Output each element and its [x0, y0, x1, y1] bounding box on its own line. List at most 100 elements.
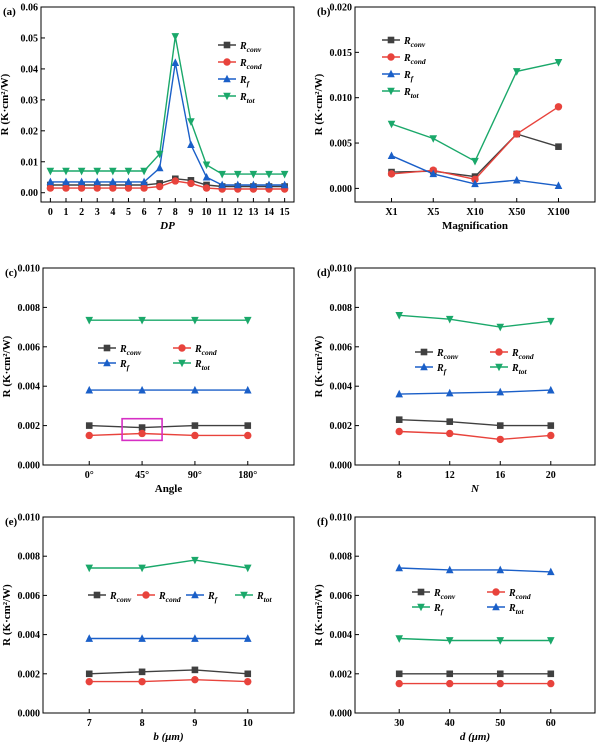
y-axis-label: R (K·cm²/W) [1, 584, 13, 646]
x-tick-label: X1 [385, 207, 397, 218]
data-point-tot [554, 59, 563, 67]
y-tick-label: 0.002 [330, 669, 353, 680]
data-point-f [496, 637, 505, 645]
data-point-cond [85, 677, 93, 686]
data-point-tot [243, 564, 252, 573]
y-tick-label: 0.004 [18, 382, 41, 393]
data-point-f [233, 180, 242, 189]
legend-label-cond: Rcond [158, 591, 181, 604]
y-tick-label: 0.015 [330, 48, 353, 59]
legend-label-cond: Rcond [508, 588, 531, 601]
x-tick-label: 9 [188, 207, 193, 218]
data-point-cond [187, 179, 195, 188]
series-line-tot [391, 61, 559, 163]
panel-label: (e) [5, 516, 18, 528]
legend-marker-f [387, 69, 395, 78]
data-point-cond [496, 679, 504, 688]
series-line-f [399, 637, 551, 642]
legend: Rconv Rcond Rf Rtot [415, 348, 534, 376]
y-axis-label: R (K·cm²/W) [313, 584, 325, 646]
data-point-cond [395, 679, 403, 688]
data-point-f [171, 58, 180, 67]
data-point-f [140, 177, 148, 186]
data-point-tot [546, 567, 555, 576]
x-tick-label: 10 [202, 207, 212, 218]
data-point-tot [93, 167, 102, 176]
legend-marker-conv [420, 348, 428, 356]
data-point-f [187, 140, 195, 149]
legend-label-f: Rf [119, 359, 131, 372]
data-point-tot [429, 135, 438, 143]
data-point-f [265, 180, 273, 189]
data-point-f [85, 634, 94, 642]
data-point-conv [446, 670, 454, 678]
series-line-tot [399, 314, 551, 328]
data-point-tot [171, 33, 180, 41]
legend-label-cond: Rcond [511, 348, 534, 361]
x-tick-label: 0° [85, 470, 94, 481]
panel-label: (c) [5, 267, 18, 279]
y-tick-label: 0.010 [18, 264, 41, 275]
y-axis-label: R (K·cm²/W) [0, 73, 11, 135]
data-point-f [249, 180, 258, 189]
y-tick-label: 0.006 [18, 342, 41, 353]
data-point-f [155, 163, 164, 172]
legend-label-tot: Rtot [194, 359, 211, 372]
plot-frame [354, 267, 596, 466]
y-tick-label: 0.002 [18, 421, 41, 432]
y-tick-label: 0.000 [18, 709, 41, 720]
data-point-tot [280, 170, 289, 179]
legend-marker-conv [387, 36, 395, 44]
data-point-f [546, 385, 555, 394]
legend-label-f: Rf [207, 591, 219, 604]
series-line-cond [89, 678, 248, 683]
x-tick-label: 2 [79, 207, 84, 218]
data-point-cond [77, 184, 86, 192]
series-line-f [50, 62, 285, 186]
x-tick-label: 14 [264, 207, 274, 218]
plot-frame [42, 267, 295, 466]
x-tick-label: X10 [466, 207, 483, 218]
panel-e: (e) 0.000 0.002 0.004 0.006 0.008 0.010 7 8 9 10 b … [1, 513, 295, 742]
data-point-f [77, 177, 86, 186]
x-tick-label: 8 [140, 718, 145, 729]
data-point-conv [244, 670, 252, 678]
data-point-f [124, 177, 133, 186]
x-tick-label: 15 [280, 207, 290, 218]
y-tick-label: 0.04 [21, 64, 39, 75]
x-tick-label: 12 [233, 207, 243, 218]
data-point-tot [140, 167, 148, 176]
y-tick-label: 0.006 [330, 591, 353, 602]
data-point-tot [109, 167, 117, 176]
data-point-cond [395, 427, 403, 436]
panel-label: (b) [317, 6, 331, 18]
y-tick-label: 0.008 [330, 303, 353, 314]
data-point-f [512, 175, 521, 184]
panel-label: (d) [317, 267, 331, 279]
x-axis-label: b (μm) [153, 731, 183, 742]
y-tick-label: 0.010 [330, 513, 353, 524]
series-line-cond [89, 432, 248, 437]
data-point-cond [547, 431, 555, 440]
legend-marker-cond [387, 53, 395, 61]
data-point-cond [471, 175, 479, 184]
legend: Rconv Rcond Rf Rtot [382, 36, 426, 100]
x-tick-label: 1 [63, 207, 68, 218]
legend-label-tot: Rtot [511, 363, 528, 376]
y-tick-label: 0.02 [21, 126, 39, 137]
series-line-tot [89, 559, 248, 569]
data-point-tot [218, 170, 226, 179]
data-point-cond [191, 431, 199, 440]
data-point-cond [244, 677, 252, 686]
legend-marker-f [103, 358, 111, 367]
series-line-tot [399, 567, 551, 573]
legend-label-tot: Rtot [508, 603, 525, 616]
legend-marker-tot [387, 87, 395, 96]
legend-label-conv: Rconv [109, 591, 132, 604]
legend-label-f: Rf [403, 70, 415, 83]
x-tick-label: 5 [126, 207, 131, 218]
legend-marker-conv [417, 588, 425, 596]
data-point-cond [387, 170, 396, 178]
legend-marker-conv [223, 41, 231, 49]
